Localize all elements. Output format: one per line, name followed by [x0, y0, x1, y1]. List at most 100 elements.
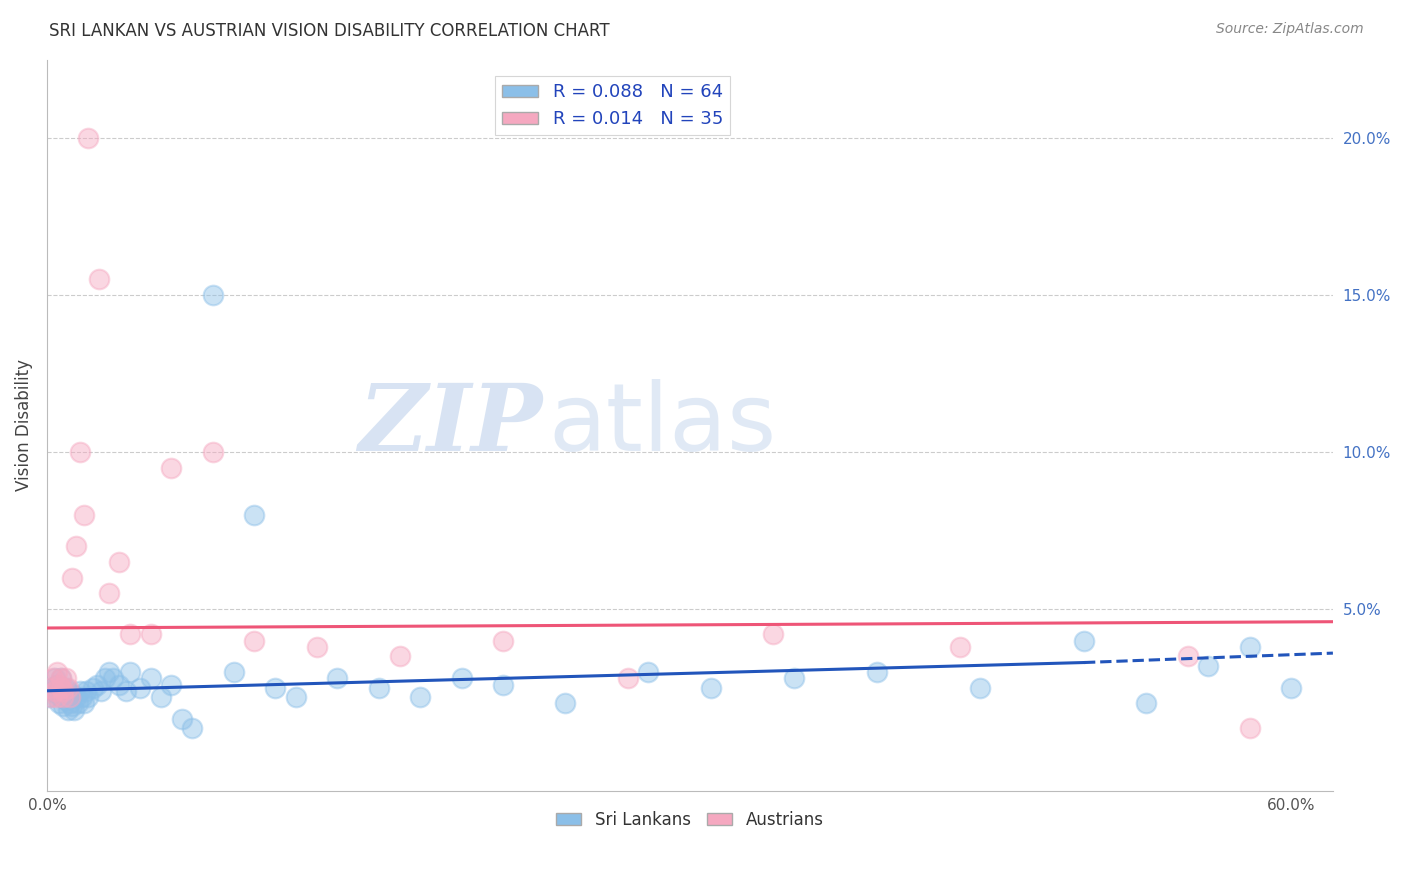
Point: [44, 671, 66, 685]
Point: [181, 722, 204, 736]
Point: [118, 627, 141, 641]
Point: [87, 272, 110, 286]
Point: [948, 640, 970, 654]
Point: [70, 690, 93, 704]
Text: atlas: atlas: [548, 379, 776, 472]
Point: [139, 627, 162, 641]
Point: [118, 665, 141, 679]
Legend: Sri Lankans, Austrians: Sri Lankans, Austrians: [550, 805, 830, 836]
Point: [149, 690, 172, 704]
Point: [243, 508, 266, 522]
Point: [77, 690, 100, 704]
Point: [46, 665, 69, 679]
Point: [1239, 722, 1261, 736]
Point: [77, 131, 100, 145]
Point: [51, 671, 73, 685]
Point: [82, 681, 104, 695]
Point: [160, 460, 183, 475]
Text: SRI LANKAN VS AUSTRIAN VISION DISABILITY CORRELATION CHART: SRI LANKAN VS AUSTRIAN VISION DISABILITY…: [49, 22, 610, 40]
Point: [56, 681, 79, 695]
Point: [65, 690, 87, 704]
Point: [969, 681, 991, 695]
Point: [326, 671, 349, 685]
Y-axis label: Vision Disability: Vision Disability: [15, 359, 32, 491]
Point: [243, 633, 266, 648]
Point: [201, 288, 224, 302]
Point: [305, 640, 328, 654]
Point: [65, 539, 87, 553]
Point: [51, 681, 73, 695]
Point: [39, 681, 62, 695]
Point: [201, 445, 224, 459]
Point: [60, 699, 83, 714]
Point: [38, 690, 60, 704]
Point: [637, 665, 659, 679]
Point: [699, 681, 721, 695]
Point: [46, 690, 69, 704]
Point: [139, 671, 162, 685]
Point: [1135, 697, 1157, 711]
Point: [42, 683, 65, 698]
Point: [63, 703, 86, 717]
Point: [170, 712, 193, 726]
Point: [865, 665, 887, 679]
Point: [51, 671, 73, 685]
Text: ZIP: ZIP: [357, 381, 541, 470]
Point: [55, 693, 77, 707]
Point: [1073, 633, 1095, 648]
Point: [38, 681, 60, 695]
Point: [492, 633, 515, 648]
Point: [69, 683, 91, 698]
Point: [44, 683, 66, 698]
Point: [782, 671, 804, 685]
Point: [46, 687, 69, 701]
Point: [73, 508, 96, 522]
Point: [56, 683, 79, 698]
Point: [60, 687, 83, 701]
Point: [56, 703, 79, 717]
Point: [108, 677, 131, 691]
Point: [98, 665, 121, 679]
Point: [1281, 681, 1303, 695]
Point: [48, 683, 70, 698]
Point: [1177, 649, 1199, 664]
Point: [616, 671, 638, 685]
Point: [129, 681, 152, 695]
Point: [59, 697, 82, 711]
Point: [39, 690, 62, 704]
Point: [450, 671, 472, 685]
Point: [367, 681, 389, 695]
Point: [94, 671, 117, 685]
Point: [1239, 640, 1261, 654]
Point: [52, 690, 75, 704]
Point: [51, 690, 73, 704]
Point: [264, 681, 287, 695]
Point: [160, 677, 183, 691]
Text: Source: ZipAtlas.com: Source: ZipAtlas.com: [1216, 22, 1364, 37]
Point: [388, 649, 411, 664]
Point: [86, 677, 108, 691]
Point: [66, 697, 89, 711]
Point: [59, 690, 82, 704]
Point: [59, 690, 82, 704]
Point: [492, 677, 515, 691]
Point: [98, 586, 121, 600]
Point: [762, 627, 785, 641]
Point: [222, 665, 245, 679]
Point: [554, 697, 576, 711]
Point: [55, 671, 77, 685]
Point: [284, 690, 307, 704]
Point: [48, 677, 70, 691]
Point: [52, 683, 75, 698]
Point: [60, 571, 83, 585]
Point: [75, 683, 97, 698]
Point: [69, 445, 91, 459]
Point: [73, 697, 96, 711]
Point: [48, 697, 70, 711]
Point: [42, 671, 65, 685]
Point: [108, 555, 131, 569]
Point: [55, 681, 77, 695]
Point: [1197, 658, 1219, 673]
Point: [114, 683, 136, 698]
Point: [52, 687, 75, 701]
